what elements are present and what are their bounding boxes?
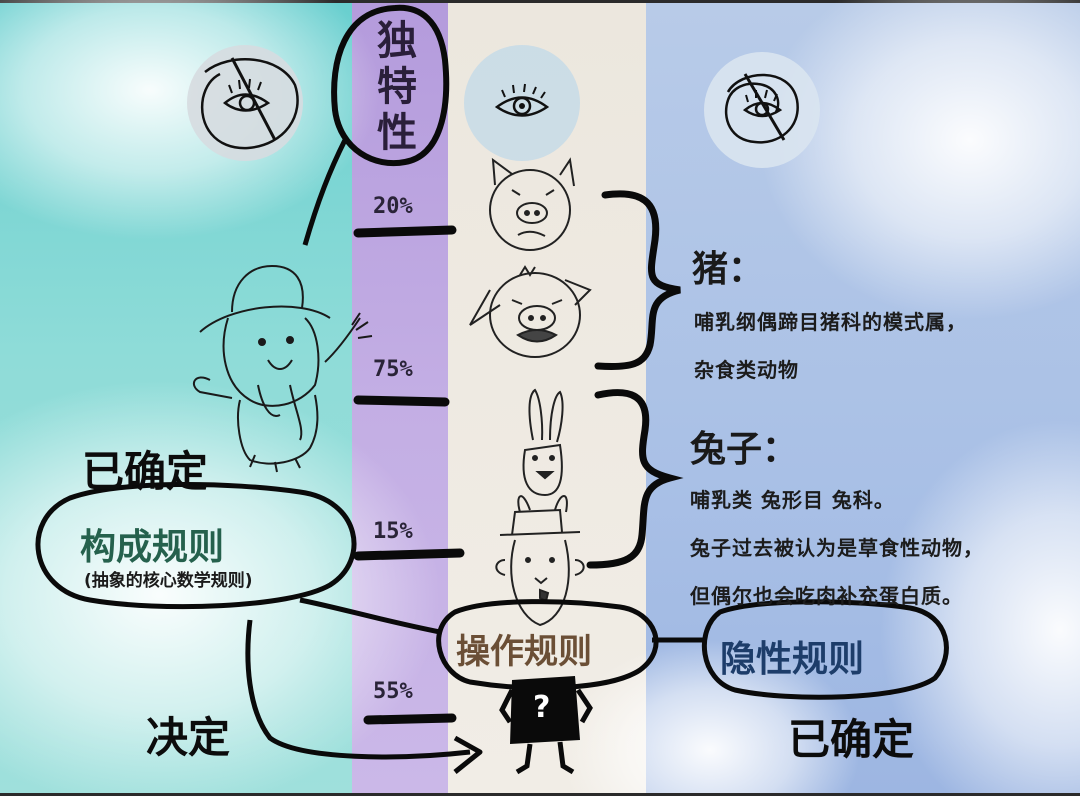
hidden-rule-label: 隐性规则 bbox=[720, 639, 865, 680]
pig-desc-line1: 哺乳纲偶蹄目猪科的模式属， bbox=[694, 310, 967, 334]
bottom-border bbox=[0, 793, 1080, 796]
rabbit-brace bbox=[586, 389, 684, 569]
eye-icon bbox=[464, 45, 580, 161]
unknown-figure-drawing bbox=[499, 676, 593, 775]
pct-label-55: 55% bbox=[373, 679, 413, 704]
pct-label-75: 75% bbox=[373, 357, 413, 382]
title-connector-line bbox=[302, 138, 348, 246]
rabbit-hat-drawing bbox=[495, 495, 585, 627]
decides-arrow bbox=[245, 619, 471, 760]
decides-label: 决定 bbox=[146, 713, 231, 762]
composition-rule-sub: (抽象的核心数学规则) bbox=[84, 571, 253, 591]
title-loop bbox=[331, 4, 450, 167]
pig-head-drawing bbox=[469, 265, 592, 358]
pig-brace bbox=[594, 190, 681, 370]
confirmed-label-right: 已确定 bbox=[788, 715, 915, 764]
crossed-eye-icon bbox=[187, 45, 303, 161]
pct-dash bbox=[353, 395, 450, 407]
rabbit-title: 兔子： bbox=[690, 429, 799, 470]
composition-rule-label: 构成规则 bbox=[80, 527, 225, 568]
pig-title: 猪： bbox=[692, 249, 765, 290]
pct-dash bbox=[353, 548, 465, 561]
rabbit-desc-line2: 兔子过去被认为是草食性动物， bbox=[690, 536, 984, 560]
crossed-eye-icon bbox=[704, 52, 820, 168]
pig-head-drawing bbox=[489, 157, 575, 251]
fog-patch bbox=[0, 380, 440, 796]
top-border bbox=[0, 0, 1080, 3]
composition-loop bbox=[35, 481, 357, 610]
hidden-rule-loop bbox=[702, 599, 949, 700]
old-man-drawing bbox=[192, 264, 373, 473]
operation-rule-label: 操作规则 bbox=[456, 632, 592, 672]
arrow-head bbox=[453, 735, 483, 774]
pct-dash bbox=[353, 225, 457, 238]
question-mark-icon: ? bbox=[533, 690, 551, 725]
pig-desc-line2: 杂食类动物 bbox=[694, 358, 799, 382]
rabbit-head-drawing bbox=[522, 388, 564, 497]
pct-label-20: 20% bbox=[373, 194, 413, 219]
pct-label-15: 15% bbox=[373, 519, 413, 544]
operation-loop bbox=[436, 599, 659, 691]
rabbit-desc-line1: 哺乳类 兔形目 兔科。 bbox=[690, 488, 895, 512]
composition-to-operation-line bbox=[299, 597, 441, 635]
rabbit-desc-line3: 但偶尔也会吃肉补充蛋白质。 bbox=[690, 584, 963, 608]
pct-dash bbox=[363, 713, 457, 725]
uniqueness-title: 独特性 bbox=[377, 18, 417, 156]
confirmed-label-left: 已确定 bbox=[82, 447, 209, 496]
